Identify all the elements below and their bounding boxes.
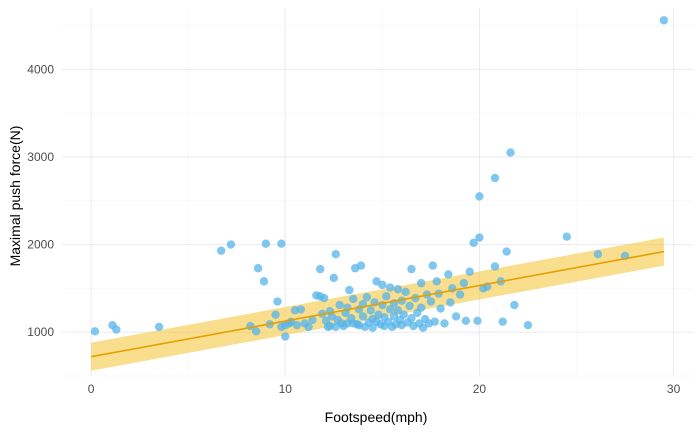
data-point — [490, 262, 500, 271]
data-point — [401, 287, 410, 297]
data-point — [455, 290, 465, 299]
data-point — [461, 316, 471, 325]
data-point — [112, 325, 121, 334]
data-point — [358, 312, 368, 321]
data-point — [469, 238, 478, 248]
data-point — [393, 285, 403, 294]
data-point — [335, 300, 344, 310]
data-point — [593, 250, 603, 259]
y-axis-title: Maximal push force(N) — [7, 126, 23, 267]
trend-line — [90, 250, 665, 358]
data-point — [465, 267, 474, 276]
data-point — [253, 264, 263, 273]
data-point — [277, 239, 286, 248]
data-point — [259, 277, 269, 286]
data-point — [490, 173, 500, 183]
x-tick-label: 10 — [279, 382, 293, 396]
data-point — [475, 192, 484, 201]
data-point — [430, 317, 439, 326]
y-tick-label: 2000 — [27, 238, 54, 252]
data-point — [349, 294, 358, 304]
data-point — [378, 280, 387, 290]
data-point — [366, 306, 375, 315]
data-point — [362, 292, 372, 302]
x-axis-title: Footspeed(mph) — [325, 409, 428, 425]
data-point — [90, 327, 100, 336]
data-point — [226, 240, 236, 249]
data-point — [440, 319, 449, 328]
data-point — [356, 261, 366, 270]
data-point — [506, 148, 515, 157]
data-point — [292, 320, 302, 330]
data-point — [345, 285, 354, 295]
data-point — [407, 313, 416, 323]
data-point — [407, 264, 416, 274]
data-point — [523, 320, 533, 330]
data-point — [393, 306, 403, 315]
data-point — [296, 305, 306, 314]
data-point — [329, 273, 339, 283]
data-point — [308, 315, 317, 325]
data-point — [411, 293, 420, 303]
data-point — [368, 323, 377, 333]
data-point — [271, 310, 280, 319]
regression-line — [90, 250, 665, 358]
data-point — [426, 297, 436, 306]
data-point — [475, 233, 484, 242]
data-point — [432, 277, 441, 286]
data-point — [659, 16, 669, 25]
data-point — [444, 270, 453, 279]
y-tick-label: 4000 — [27, 62, 54, 76]
data-point — [251, 327, 261, 336]
y-tick-label: 1000 — [27, 325, 54, 339]
data-point — [418, 323, 428, 333]
y-tick-label: 3000 — [27, 150, 54, 164]
x-axis-ticks: 0 10 20 30 — [88, 382, 681, 396]
data-point — [382, 292, 391, 301]
data-point — [498, 317, 507, 326]
data-point — [405, 301, 414, 311]
data-point — [473, 316, 482, 325]
data-point — [261, 239, 271, 248]
data-point — [562, 232, 571, 241]
data-point — [399, 310, 408, 319]
data-point — [217, 246, 226, 255]
data-point — [502, 247, 511, 256]
data-point — [319, 293, 329, 303]
x-tick-label: 0 — [88, 382, 95, 396]
data-point — [451, 312, 461, 321]
data-point — [273, 297, 282, 306]
data-point — [385, 283, 395, 292]
data-point — [416, 278, 426, 288]
x-tick-label: 30 — [667, 382, 681, 396]
data-point — [510, 300, 519, 310]
data-point — [446, 298, 455, 307]
data-point — [416, 303, 426, 312]
data-point — [304, 322, 313, 332]
data-point — [316, 264, 325, 274]
data-point — [281, 332, 290, 341]
data-point — [331, 250, 340, 259]
data-point — [436, 304, 445, 313]
data-point — [428, 261, 438, 270]
data-point — [459, 278, 469, 288]
data-point — [385, 305, 395, 314]
x-tick-label: 20 — [473, 382, 487, 396]
y-axis-ticks: 1000 2000 3000 4000 — [27, 62, 54, 339]
data-point — [154, 322, 164, 332]
